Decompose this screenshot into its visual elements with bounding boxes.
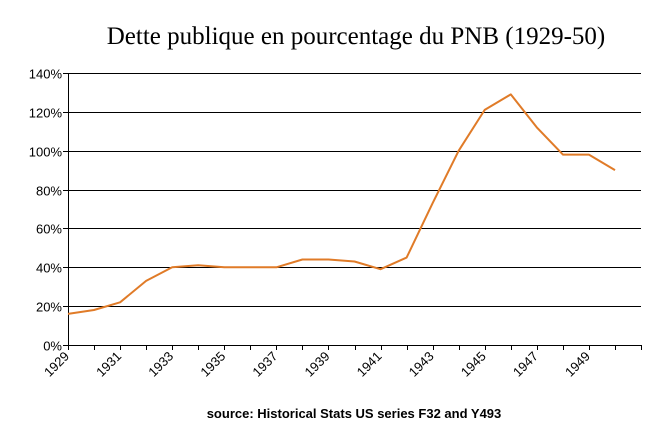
y-tick-label-0: 0% <box>43 339 62 354</box>
x-tick-label-9: 1947 <box>510 349 541 380</box>
chart-title: Dette publique en pourcentage du PNB (19… <box>107 23 606 50</box>
y-tick-label-6: 120% <box>29 106 63 121</box>
y-axis-ticks: 0% 20% 40% 60% 80% 100% 120% 140% <box>29 67 69 354</box>
x-tick-label-2: 1933 <box>145 349 176 380</box>
x-tick-label-1: 1931 <box>93 349 124 380</box>
x-tick-label-6: 1941 <box>354 349 385 380</box>
y-tick-label-4: 80% <box>36 184 62 199</box>
x-tick-label-10: 1949 <box>562 349 593 380</box>
y-tick-label-3: 60% <box>36 222 62 237</box>
x-axis-ticks: 1929 1931 1933 1935 1937 1939 1941 1943 1945 1947… <box>41 345 642 380</box>
y-tick-label-1: 20% <box>36 300 62 315</box>
x-tick-label-7: 1943 <box>406 349 437 380</box>
x-tick-label-5: 1939 <box>302 349 333 380</box>
series-layer <box>67 93 616 315</box>
y-tick-label-5: 100% <box>29 145 63 160</box>
x-tick-label-4: 1937 <box>249 349 280 380</box>
y-tick-label-7: 140% <box>29 67 63 82</box>
source-note: source: Historical Stats US series F32 a… <box>207 406 502 421</box>
gridlines <box>68 73 641 346</box>
x-tick-label-3: 1935 <box>197 349 228 380</box>
y-tick-label-2: 40% <box>36 261 62 276</box>
x-tick-label-8: 1945 <box>458 349 489 380</box>
series-line-0 <box>67 93 616 315</box>
